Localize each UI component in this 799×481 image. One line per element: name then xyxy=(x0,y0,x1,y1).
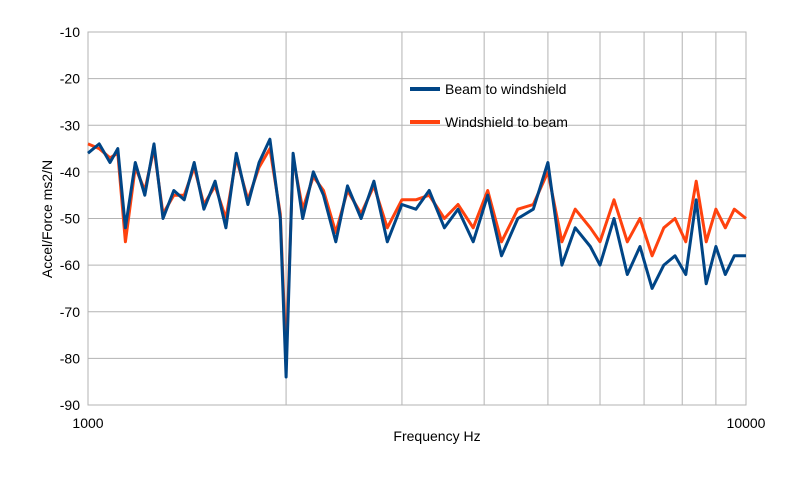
x-tick-labels: 1000 10000 xyxy=(72,415,765,431)
y-axis-title: Accel/Force ms2/N xyxy=(39,160,55,278)
y-tick-label: -50 xyxy=(60,211,80,227)
y-tick-label: -30 xyxy=(60,117,80,133)
legend-label-beam-to-windshield: Beam to windshield xyxy=(445,81,566,97)
legend: Beam to windshield Windshield to beam xyxy=(410,81,568,130)
y-tick-label: -80 xyxy=(60,350,80,366)
y-tick-label: -90 xyxy=(60,397,80,413)
y-tick-label: -20 xyxy=(60,71,80,87)
legend-label-windshield-to-beam: Windshield to beam xyxy=(445,114,568,130)
y-tick-labels: -10 -20 -30 -40 -50 -60 -70 -80 -90 xyxy=(60,24,80,413)
x-tick-label: 10000 xyxy=(727,415,766,431)
x-axis-title: Frequency Hz xyxy=(393,428,480,444)
x-tick-label: 1000 xyxy=(72,415,103,431)
series-layer xyxy=(87,137,747,379)
y-tick-label: -60 xyxy=(60,257,80,273)
series-beam-to-windshield xyxy=(87,137,746,379)
y-tick-label: -40 xyxy=(60,164,80,180)
y-tick-label: -10 xyxy=(60,24,80,40)
grid xyxy=(88,31,746,406)
y-tick-label: -70 xyxy=(60,304,80,320)
